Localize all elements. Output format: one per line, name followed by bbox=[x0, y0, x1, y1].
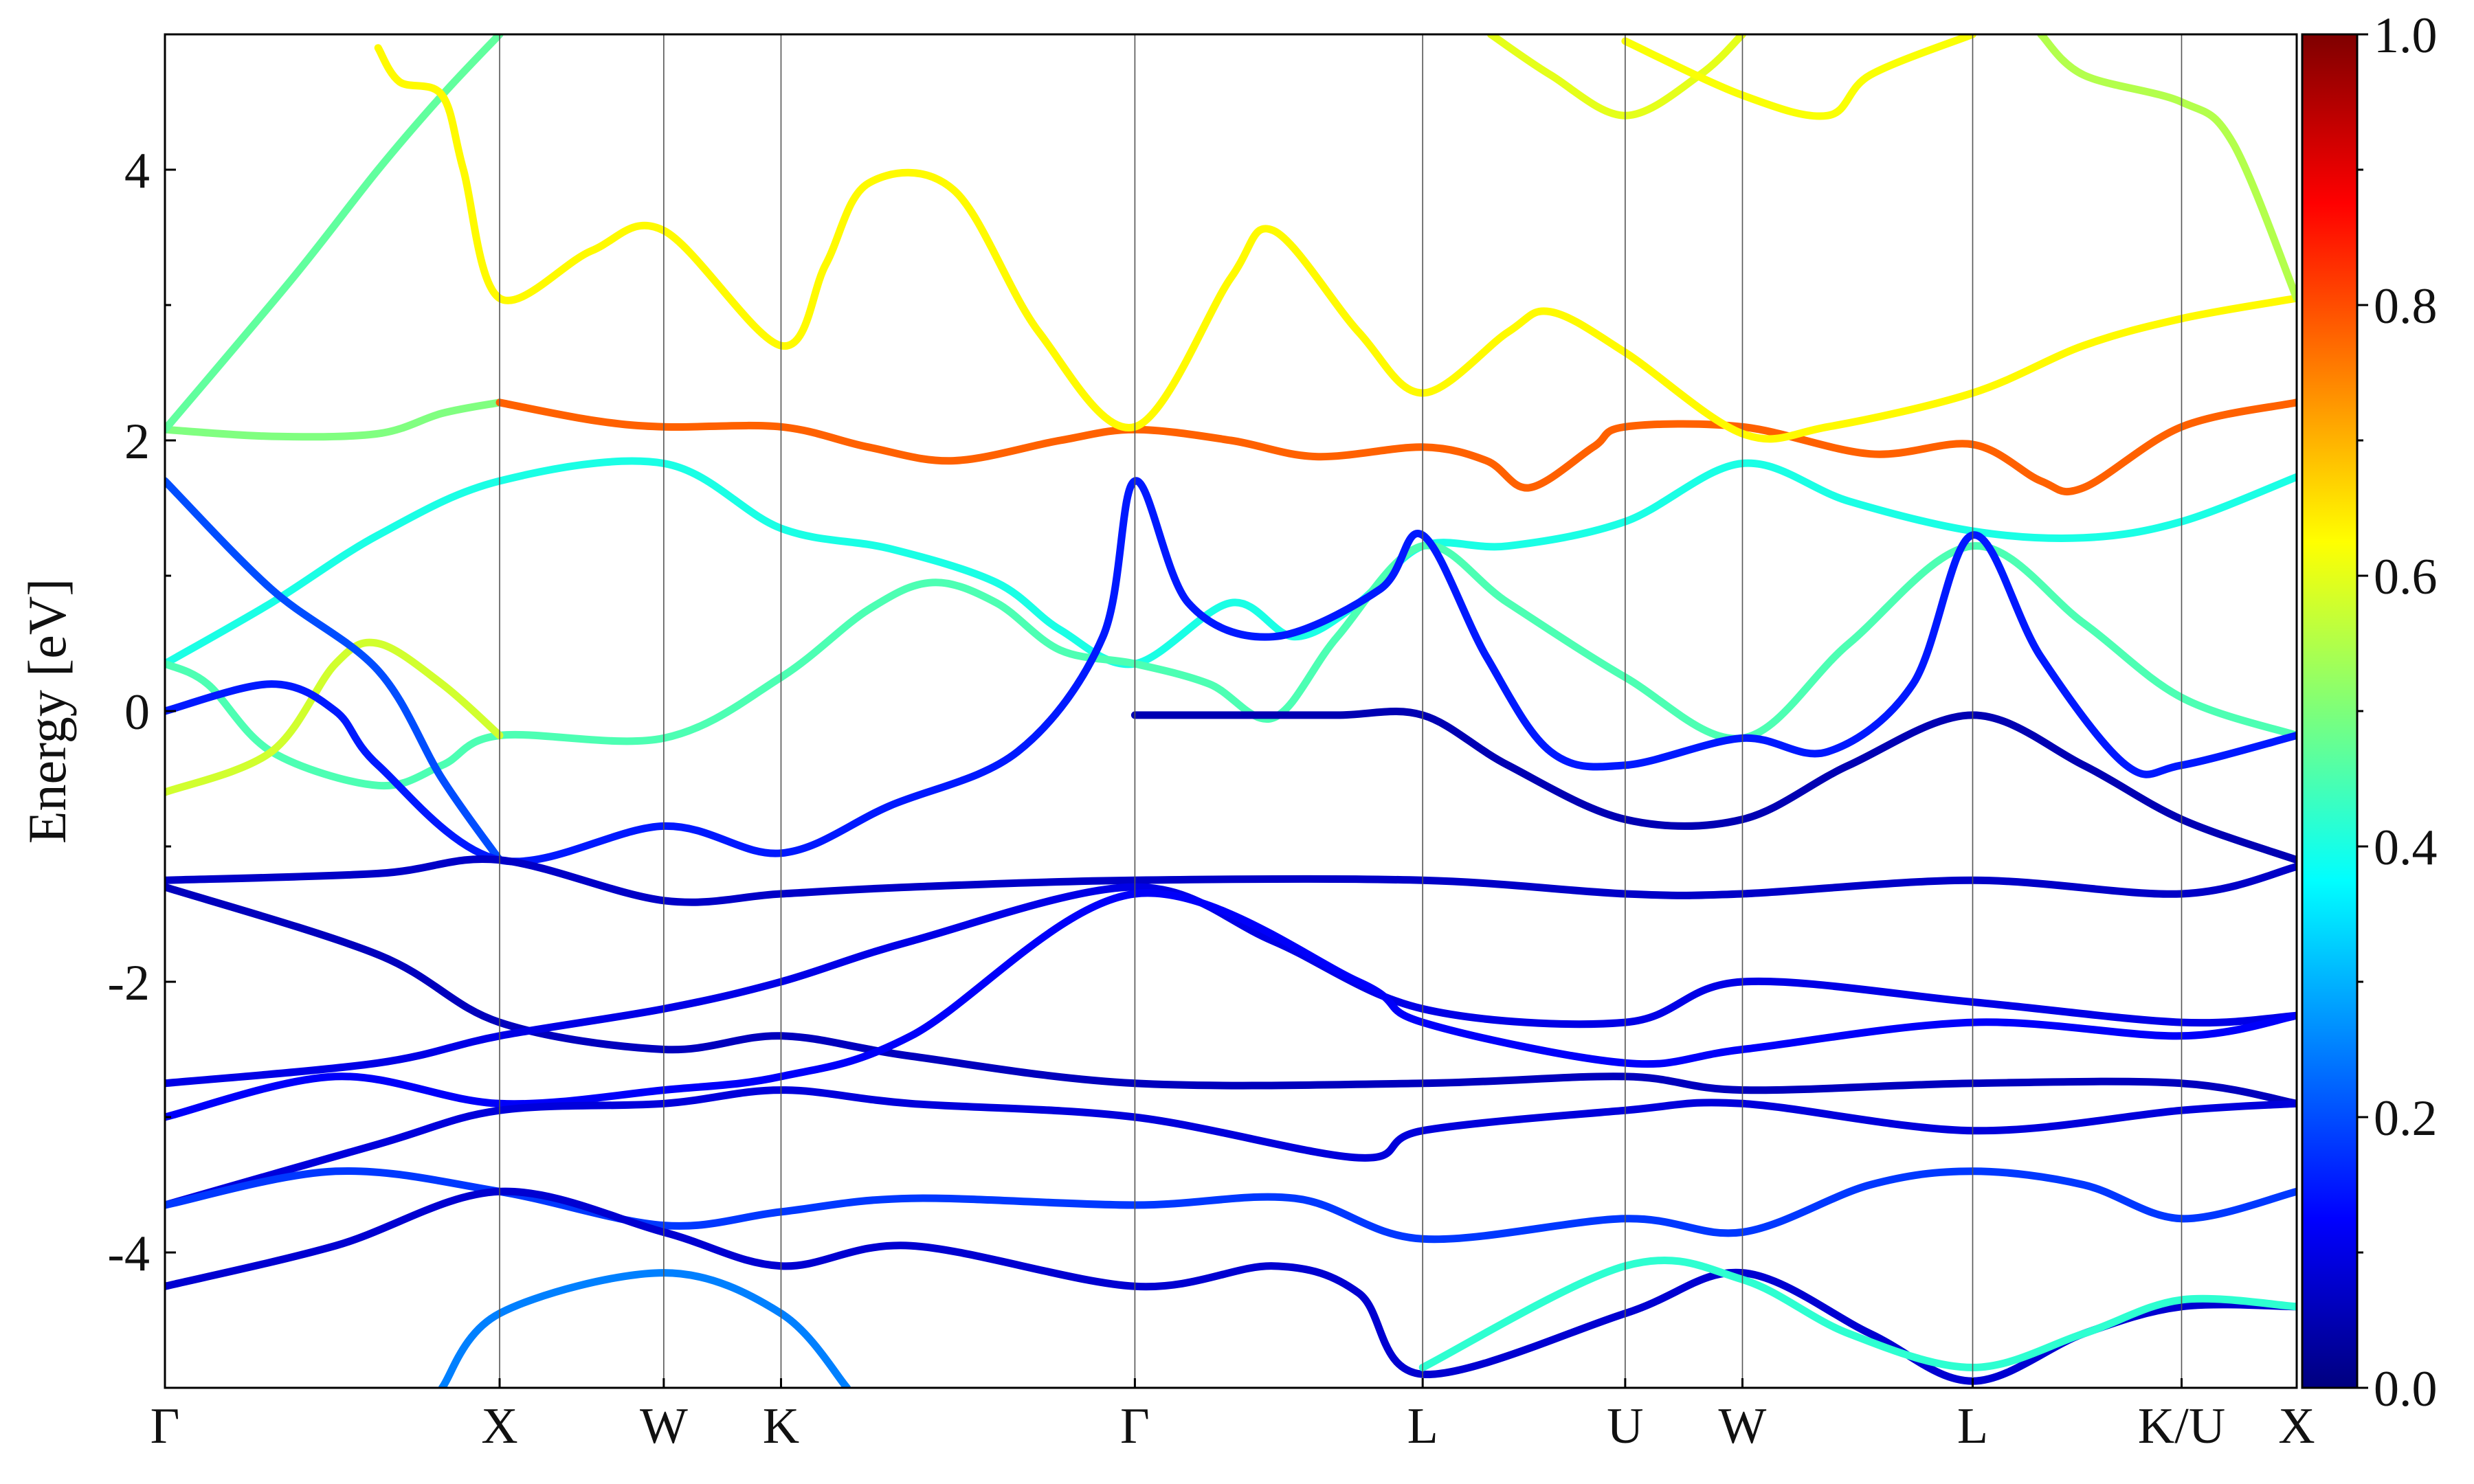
y-tick-label: 0 bbox=[124, 684, 150, 741]
band-line-15 bbox=[165, 1086, 2297, 1209]
band-line-1 bbox=[165, 398, 504, 441]
k-point-label: L bbox=[1407, 1398, 1438, 1454]
band-line-21 bbox=[1621, 34, 1976, 120]
k-point-label: W bbox=[640, 1398, 688, 1454]
band-line-22 bbox=[2037, 34, 2297, 302]
k-point-label: W bbox=[1719, 1398, 1767, 1454]
band-line-19 bbox=[1418, 1256, 2297, 1371]
colorbar-tick-label: 0.6 bbox=[2374, 549, 2438, 605]
k-point-label: X bbox=[481, 1398, 517, 1454]
k-point-label: L bbox=[1957, 1398, 1988, 1454]
k-point-label: K/U bbox=[2138, 1398, 2225, 1454]
colorbar-tick-label: 0.0 bbox=[2374, 1361, 2438, 1417]
colorbar: 0.0 0.2 0.4 0.6 0.8 1.0 bbox=[2301, 8, 2438, 1417]
band-line-14 bbox=[165, 889, 2297, 1121]
band-line-18 bbox=[438, 1269, 851, 1388]
y-tick-label: 4 bbox=[124, 143, 150, 199]
colorbar-tick-label: 0.8 bbox=[2374, 278, 2438, 335]
k-point-label: K bbox=[763, 1398, 799, 1454]
plot-frame bbox=[164, 33, 2298, 1389]
band-line-9 bbox=[165, 477, 2297, 866]
colorbar-tick-label: 1.0 bbox=[2374, 8, 2438, 64]
colorbar-tick-label: 0.4 bbox=[2374, 820, 2438, 876]
band-line-3 bbox=[165, 34, 504, 434]
colorbar-fill bbox=[2302, 34, 2357, 1388]
bands-group bbox=[165, 34, 2297, 1388]
k-point-label: Γ bbox=[1120, 1398, 1150, 1454]
band-line-8 bbox=[165, 477, 504, 864]
y-tick-label: -2 bbox=[107, 955, 150, 1011]
y-tick-label: 2 bbox=[124, 414, 150, 470]
y-tick-label: -4 bbox=[107, 1226, 150, 1282]
axes-group: -4 -2 0 2 4 Γ X W K Γ L U W L K/U X bbox=[107, 33, 2315, 1454]
band-line-7 bbox=[165, 638, 504, 796]
band-line-10 bbox=[1130, 708, 2297, 864]
colorbar-tick-label: 0.2 bbox=[2374, 1090, 2438, 1147]
k-point-label: X bbox=[2278, 1398, 2315, 1454]
band-line-20 bbox=[1486, 34, 1746, 120]
band-line-11 bbox=[165, 855, 2297, 906]
k-point-label: Γ bbox=[151, 1398, 180, 1454]
band-line-5 bbox=[165, 457, 2297, 668]
band-line-16 bbox=[165, 1167, 2297, 1244]
band-line-4 bbox=[374, 44, 2297, 443]
k-point-label: U bbox=[1607, 1398, 1643, 1454]
band-line-2 bbox=[495, 398, 2297, 496]
band-line-6 bbox=[165, 541, 2297, 790]
y-axis-title: Energy [eV] bbox=[17, 578, 77, 844]
band-line-17 bbox=[165, 1187, 2297, 1385]
